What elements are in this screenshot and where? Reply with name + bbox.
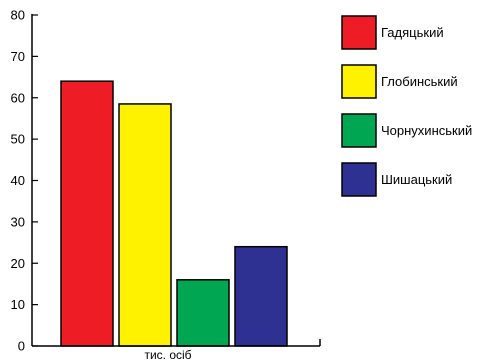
bar-4	[234, 245, 288, 347]
bar-1	[60, 80, 114, 347]
legend: Гадяцький Глобинський Чорнухинський Шишацьк…	[341, 15, 472, 197]
y-tick-label: 60	[11, 90, 25, 105]
legend-label-1: Гадяцький	[381, 25, 444, 40]
legend-swatch-1	[341, 15, 377, 50]
y-tick-label: 20	[11, 256, 25, 271]
legend-label-2: Глобинський	[381, 74, 458, 89]
y-tick-label: 10	[11, 297, 25, 312]
y-tick-label: 30	[11, 214, 25, 229]
legend-swatch-3	[341, 113, 377, 148]
x-axis-label: тис. осіб	[144, 348, 191, 362]
bar-3	[176, 279, 230, 347]
y-axis-ticks: 0 10 20 30 40 50 60 70 80	[11, 8, 38, 354]
legend-label-3: Чорнухинський	[381, 123, 472, 138]
y-tick-label: 50	[11, 132, 25, 147]
y-tick-label: 0	[18, 339, 25, 354]
legend-swatch-2	[341, 64, 377, 99]
y-tick-label: 40	[11, 173, 25, 188]
y-tick-label: 80	[11, 8, 25, 23]
bar-group	[60, 80, 288, 347]
y-tick-label: 70	[11, 49, 25, 64]
legend-label-4: Шишацький	[381, 172, 452, 187]
bar-2	[118, 103, 172, 347]
legend-swatch-4	[341, 162, 377, 197]
